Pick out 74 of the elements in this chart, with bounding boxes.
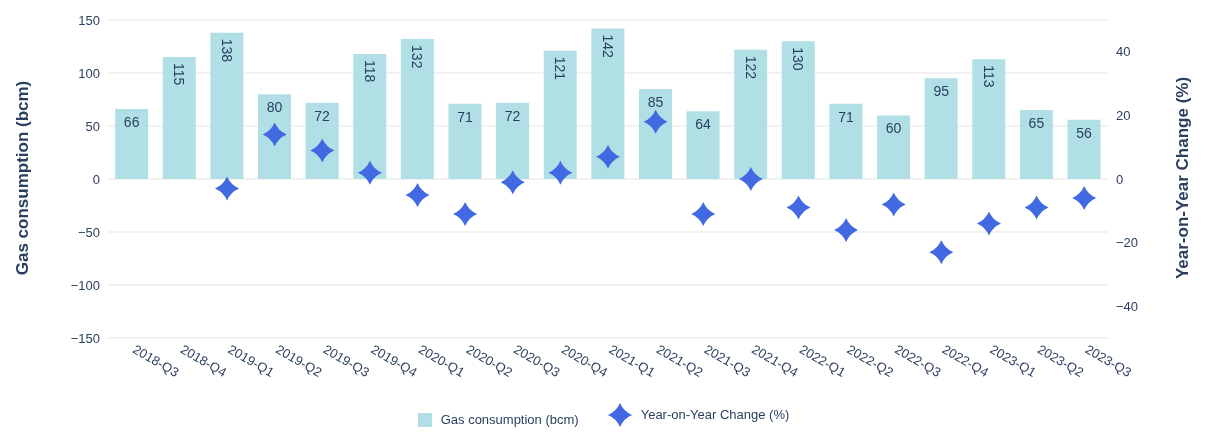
bar [781, 41, 815, 179]
data-label: 138 [218, 38, 235, 63]
data-label: 132 [409, 45, 426, 69]
data-label: 71 [838, 108, 854, 125]
point [1024, 195, 1049, 220]
data-label: 85 [647, 93, 664, 110]
data-label: 115 [171, 63, 188, 86]
y2-tick-label: 40 [1116, 44, 1131, 60]
point [786, 195, 811, 220]
y-axis-title: Gas consumption (bcm) [13, 80, 33, 276]
y2-tick-label: −40 [1116, 298, 1139, 314]
point [215, 176, 240, 201]
y-tick-label: −100 [70, 277, 100, 293]
bar [353, 53, 387, 179]
legend-label: Year-on-Year Change (%) [640, 406, 790, 424]
data-label: 122 [742, 55, 759, 80]
y-tick-label: 0 [92, 171, 100, 187]
point [976, 211, 1001, 236]
bar [496, 102, 530, 179]
point [357, 160, 382, 185]
data-label: 60 [885, 120, 902, 137]
data-label: 65 [1028, 115, 1045, 132]
point [453, 201, 478, 226]
point [405, 182, 430, 207]
data-label: 56 [1076, 124, 1093, 141]
y2-axis-title: Year-on-Year Change (%) [1173, 76, 1193, 280]
bar [305, 102, 339, 179]
y2-tick-label: 20 [1116, 108, 1131, 124]
data-label: 71 [457, 108, 473, 125]
data-label: 130 [790, 47, 807, 71]
legend-label: Gas consumption (bcm) [440, 411, 579, 429]
y-tick-label: 100 [78, 65, 100, 81]
data-label: 95 [933, 83, 950, 100]
bar [829, 103, 863, 179]
bar [734, 49, 768, 179]
point [691, 201, 716, 226]
data-label: 121 [552, 56, 569, 81]
data-label: 80 [266, 99, 283, 116]
y-tick-label: −150 [70, 330, 100, 346]
point [881, 192, 906, 217]
bar [448, 103, 482, 179]
bar [400, 39, 434, 179]
point [738, 167, 763, 191]
bar [258, 94, 291, 179]
bar [1019, 110, 1053, 179]
bar [543, 50, 577, 179]
data-label: 118 [361, 59, 378, 83]
bar [638, 88, 672, 179]
data-label: 72 [504, 107, 521, 124]
bar [591, 28, 625, 179]
point [929, 240, 954, 265]
point [1072, 186, 1097, 211]
y2-tick-label: 0 [1116, 171, 1124, 187]
bar [162, 57, 196, 179]
point [834, 217, 859, 242]
y-tick-label: −50 [77, 224, 100, 240]
point [596, 144, 620, 169]
bar [1067, 119, 1101, 179]
data-label: 113 [980, 65, 997, 88]
data-label: 64 [695, 116, 712, 133]
data-label: 72 [314, 107, 331, 124]
data-label: 66 [123, 114, 140, 131]
y-tick-label: 50 [85, 118, 100, 134]
bar [877, 115, 911, 179]
point [548, 160, 573, 185]
point [500, 170, 525, 195]
data-label: 142 [599, 34, 616, 59]
y-tick-label: 150 [78, 12, 100, 28]
y2-tick-label: −20 [1116, 235, 1139, 251]
bar [972, 59, 1006, 179]
bar [115, 109, 149, 179]
bar [924, 78, 958, 179]
bar [210, 32, 244, 179]
bar [686, 111, 720, 179]
